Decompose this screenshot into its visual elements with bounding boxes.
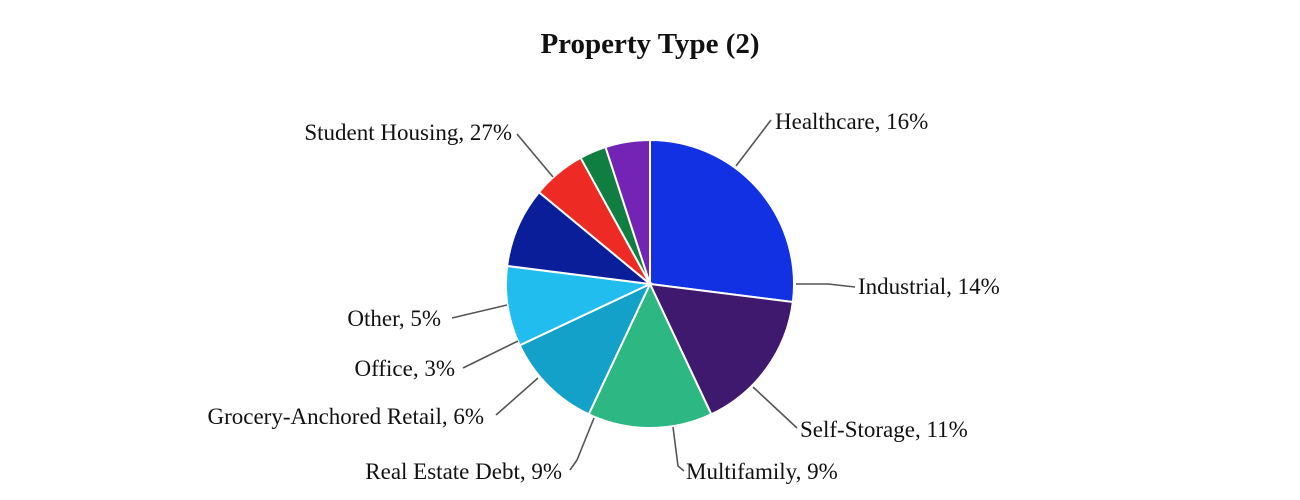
leader-line — [462, 340, 519, 369]
leader-line — [516, 133, 554, 178]
leader-line — [672, 426, 685, 472]
pie-slice-student-housing — [649, 138, 795, 304]
pie-slice-industrial — [587, 281, 713, 429]
slice-label: Real Estate Debt, 9% — [365, 459, 562, 484]
slice-label: Grocery-Anchored Retail, 6% — [207, 404, 484, 429]
pie-slice-self-storage — [518, 281, 653, 416]
slice-label: Industrial, 14% — [858, 274, 1000, 299]
leader-line — [451, 304, 508, 319]
chart-title: Property Type (2) — [540, 28, 760, 60]
slice-label: Student Housing, 27% — [304, 120, 512, 145]
leader-line — [752, 386, 798, 429]
pie-slice-other — [604, 138, 651, 285]
slice-label: Healthcare, 16% — [775, 109, 928, 134]
pie-slice-healthcare — [648, 282, 794, 416]
slice-label: Other, 5% — [347, 306, 441, 331]
pie-slice-multifamily — [505, 264, 654, 347]
slice-label: Multifamily, 9% — [686, 459, 838, 484]
slice-label: Office, 3% — [355, 356, 455, 381]
leader-line — [495, 377, 539, 416]
leader-line — [796, 283, 856, 288]
leader-line — [735, 119, 772, 167]
leader-line — [569, 417, 595, 471]
slice-label: Self-Storage, 11% — [800, 417, 968, 442]
pie-slice-real-estate-debt — [506, 190, 654, 286]
